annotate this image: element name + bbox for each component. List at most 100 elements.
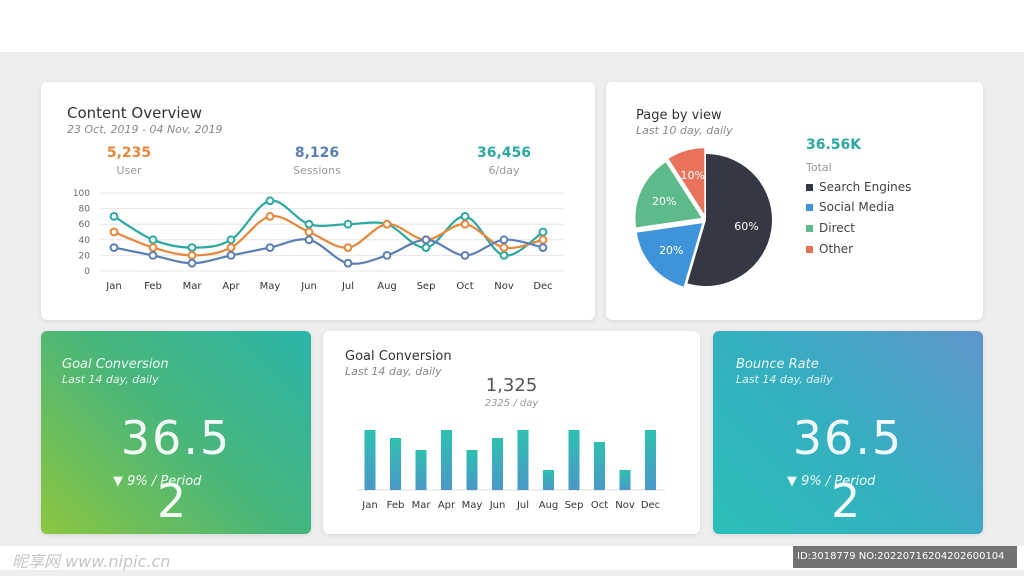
bounce-change: ▼ 9% / Period (787, 474, 876, 489)
data-point-blue (265, 243, 275, 253)
x-tick-label: Jun (300, 281, 317, 292)
goal-left-title: Goal Conversion (62, 357, 169, 372)
pie-slice-label: 60% (734, 220, 758, 233)
bar-aug (543, 470, 554, 490)
data-point-teal (226, 235, 236, 245)
goal-mid-subtitle: Last 14 day, daily (345, 365, 442, 378)
data-point-teal (187, 243, 197, 253)
bar-x-label: Mar (412, 500, 432, 511)
bounce-subtitle: Last 14 day, daily (736, 373, 833, 386)
watermark-left: 昵享网 www.nipic.cn (12, 552, 171, 571)
legend-search-engines: Search Engines (806, 180, 911, 194)
goal-conversion-card: Goal Conversion Last 14 day, daily 36.5 … (41, 331, 311, 534)
bar-x-label: Oct (591, 500, 608, 511)
bar-nov (619, 470, 631, 490)
legend-label: Search Engines (819, 180, 912, 194)
legend-other: Other (806, 242, 853, 256)
x-tick-label: Jan (105, 281, 121, 292)
goal-bar-chart: Jan Feb Mar Apr May Jun Jul Aug Sep Oct Nov Dec (357, 430, 665, 511)
data-point-blue (343, 258, 353, 268)
bar-jan (364, 430, 376, 490)
data-point-orange (265, 212, 275, 221)
data-point-orange (304, 227, 314, 237)
pie-slice-label: 20% (659, 244, 683, 257)
data-point-teal (499, 251, 509, 260)
data-point-blue (304, 235, 314, 245)
data-point-blue (109, 243, 119, 253)
bounce-title: Bounce Rate (736, 357, 819, 372)
overview-title: Content Overview (67, 104, 203, 122)
pie-slice-other (668, 148, 705, 215)
x-tick-label: May (260, 281, 281, 292)
y-tick-label: 0 (84, 267, 90, 277)
data-point-orange (187, 251, 197, 260)
data-point-orange (226, 243, 236, 253)
bar-x-label: Jan (361, 500, 377, 511)
goal-left-value: 36.5 (120, 411, 232, 465)
y-tick-label: 40 (79, 236, 91, 246)
legend-social-media: Social Media (806, 200, 894, 214)
x-tick-label: Feb (144, 281, 162, 292)
pie-total-value: 36.56K (806, 137, 862, 153)
data-point-orange (460, 219, 470, 229)
bar-jun (492, 438, 503, 490)
legend-label: Direct (819, 221, 855, 235)
stat-daily-label: 6/day (488, 164, 520, 177)
y-tick-label: 60 (79, 220, 91, 230)
x-tick-label: Apr (222, 281, 240, 292)
top-bar (0, 0, 1024, 52)
data-point-orange (148, 243, 158, 253)
overview-line-chart: 0 20 40 60 80 100 Jan Feb Mar Apr May Jun Jul Aug Sep… (73, 189, 563, 292)
bounce-period-value: 2 (831, 474, 861, 528)
stat-sessions-label: Sessions (293, 164, 341, 177)
data-point-blue (460, 251, 470, 260)
goal-mid-value: 1,325 (485, 375, 538, 396)
bar-jul (517, 430, 529, 490)
overview-date-range: 23 Oct, 2019 - 04 Nov, 2019 (67, 123, 223, 136)
data-point-blue (421, 235, 431, 245)
bar-x-label: Sep (565, 500, 584, 511)
data-point-teal (304, 219, 314, 229)
x-tick-label: Jul (341, 281, 354, 292)
pie-slice-search-engines (687, 154, 772, 286)
legend-swatch (806, 203, 813, 211)
x-tick-label: Sep (417, 281, 436, 292)
pie-slice-label: 20% (652, 195, 676, 208)
data-point-teal (265, 196, 275, 206)
bar-x-label: Nov (615, 500, 635, 511)
stat-sessions-value: 8,126 (294, 145, 340, 161)
pie-slice-direct (635, 162, 702, 228)
bar-oct (594, 442, 605, 490)
data-point-blue (187, 258, 197, 268)
bar-may (466, 450, 478, 490)
data-point-orange (382, 219, 392, 229)
data-point-orange (538, 235, 548, 245)
y-tick-label: 80 (79, 205, 91, 215)
bar-sep (568, 430, 580, 490)
goal-mid-title: Goal Conversion (345, 349, 452, 364)
data-point-teal (343, 219, 353, 229)
legend-direct: Direct (806, 221, 855, 235)
data-point-blue (382, 251, 392, 260)
y-tick-label: 100 (73, 189, 90, 199)
watermark-id: ID:3018779 NO:20220716204202600104 (793, 546, 1017, 568)
bar-dec (645, 430, 656, 490)
pie-slice-social-media (636, 223, 703, 287)
x-tick-label: Aug (377, 281, 397, 292)
data-point-orange (499, 243, 509, 253)
data-point-blue (226, 251, 236, 260)
y-tick-label: 20 (79, 251, 91, 261)
goal-conversion-bar-card: Goal Conversion Last 14 day, daily 1,325… (323, 331, 700, 534)
pie-slice-label: 10% (681, 169, 705, 182)
goal-left-period-value: 2 (157, 474, 187, 528)
data-point-blue (538, 243, 548, 253)
bar-x-label: Dec (641, 500, 660, 511)
data-point-teal (538, 227, 548, 237)
stat-users-value: 5,235 (106, 145, 152, 161)
data-point-teal (460, 212, 470, 221)
data-point-blue (499, 235, 509, 245)
stat-daily-value: 36,456 (476, 145, 532, 161)
x-tick-label: Dec (533, 281, 552, 292)
data-point-teal (148, 235, 158, 245)
pie-chart: 60% 20% 20% 10% (635, 148, 772, 287)
